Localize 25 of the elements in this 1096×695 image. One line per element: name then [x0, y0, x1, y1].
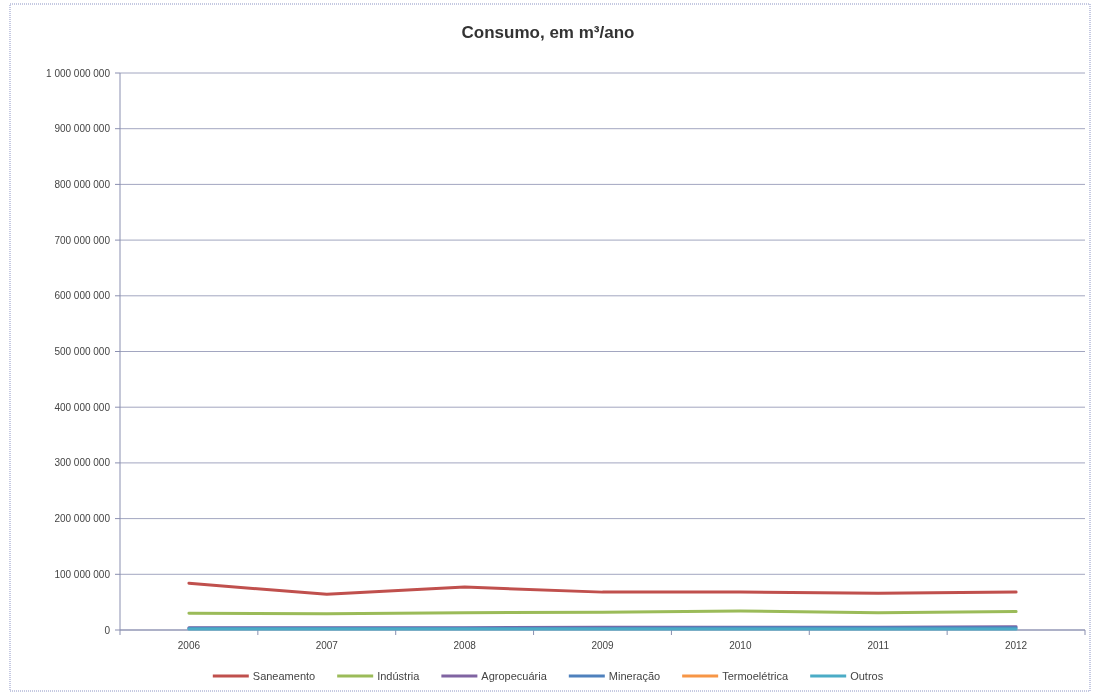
x-tick-label: 2007: [315, 640, 339, 651]
x-tick-label: 2009: [591, 640, 615, 651]
x-tick-label: 2006: [177, 640, 201, 651]
y-tick-label: 200 000 000: [54, 513, 111, 525]
y-tick-label: 800 000 000: [54, 178, 111, 190]
legend-label: Saneamento: [252, 669, 316, 682]
y-tick-label: 700 000 000: [54, 234, 111, 246]
x-tick-label: 2012: [1004, 640, 1028, 651]
x-tick-label: 2008: [453, 640, 477, 651]
legend-label: Outros: [850, 669, 884, 682]
chart-title: Consumo, em m³/ano: [461, 23, 635, 42]
x-tick-label: 2010: [729, 640, 752, 651]
legend-label: Termoelétrica: [722, 669, 790, 682]
legend-label: Mineração: [608, 669, 661, 682]
y-tick-label: 400 000 000: [54, 401, 111, 413]
legend-label: Indústria: [377, 669, 421, 682]
y-tick-label: 300 000 000: [54, 457, 111, 469]
y-tick-label: 500 000 000: [54, 346, 111, 357]
y-tick-label: 600 000 000: [54, 290, 111, 302]
y-tick-label: 1 000 000 000: [46, 67, 111, 79]
x-tick-label: 2011: [867, 640, 890, 651]
y-tick-label: 900 000 000: [54, 123, 111, 135]
y-tick-label: 100 000 000: [54, 568, 111, 580]
y-tick-label: 0: [104, 624, 111, 636]
legend-label: Agropecuária: [481, 669, 548, 682]
